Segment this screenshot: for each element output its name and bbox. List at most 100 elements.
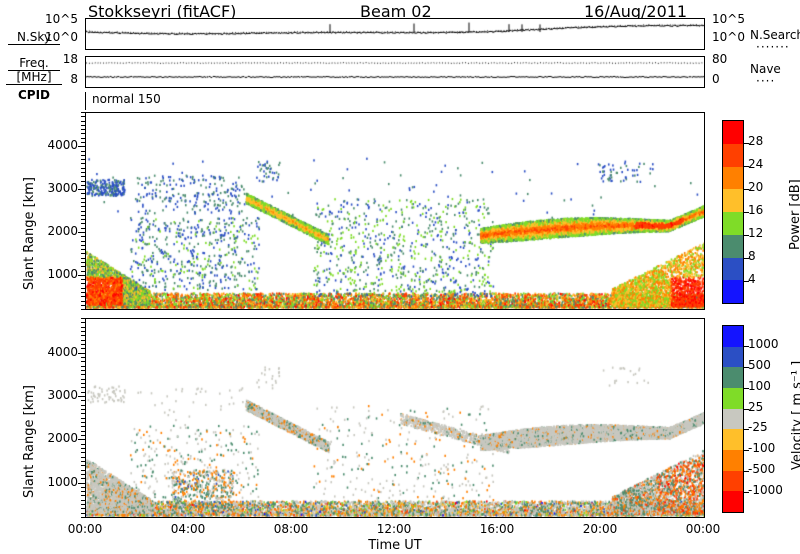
ytick-minor	[81, 408, 86, 410]
nave-line-sample: ····	[756, 74, 776, 88]
ytick-minor	[81, 292, 86, 293]
ytick-minor	[81, 227, 86, 229]
ytick-minor	[81, 322, 86, 324]
cpid-panel	[85, 92, 705, 110]
ytick-minor	[81, 434, 86, 436]
colorbar-tick-mark	[744, 281, 749, 282]
ytick-minor	[81, 421, 86, 423]
colorbar-segment	[723, 257, 743, 281]
ytick-minor	[81, 296, 86, 298]
noise-ytick-top: 10^5	[45, 12, 78, 26]
colorbar-tick-label: 20	[748, 180, 764, 194]
noise-ytick-bottom: 10^0	[45, 30, 78, 44]
colorbar-tick-mark	[744, 166, 749, 167]
ytick-minor	[81, 180, 86, 182]
ytick-minor	[81, 214, 86, 216]
noise-panel	[85, 18, 705, 50]
ytick-minor	[81, 469, 86, 471]
ytick-label: 4000	[47, 344, 78, 359]
colorbar-tick-mark	[744, 492, 749, 494]
ytick-minor	[81, 343, 86, 345]
ytick-minor	[81, 219, 86, 221]
ytick-minor	[81, 369, 86, 371]
ytick-minor	[81, 236, 86, 238]
colorbar-segment	[723, 121, 743, 144]
ytick-label: 2000	[47, 431, 78, 446]
ytick-minor	[81, 491, 86, 493]
ytick-minor	[81, 348, 86, 350]
nave-ytick-bottom-right: 0	[712, 72, 720, 86]
colorbar-segment	[723, 326, 743, 347]
ytick-minor	[81, 146, 86, 148]
ytick-minor	[81, 274, 86, 276]
ytick-minor	[81, 387, 86, 389]
ytick-minor	[81, 352, 86, 354]
colorbar-segment	[723, 491, 743, 512]
ytick-minor	[81, 266, 86, 268]
colorbar-segment	[723, 189, 743, 212]
ytick-minor	[81, 473, 86, 475]
colorbar-tick-label: 28	[748, 134, 764, 148]
colorbar-tick-label: 8	[748, 249, 756, 263]
ytick-minor	[81, 318, 86, 319]
ytick-minor	[81, 116, 86, 118]
ytick-minor	[81, 129, 86, 131]
ytick-minor	[81, 150, 86, 152]
ytick-minor	[81, 374, 86, 376]
power-panel	[85, 112, 705, 310]
colorbar-tick-label: 12	[748, 226, 764, 240]
ytick-minor	[81, 499, 86, 501]
ytick-minor	[81, 283, 86, 285]
velocity-panel	[85, 318, 705, 518]
velocity-colorbar	[722, 325, 744, 513]
ytick-label: 2000	[47, 224, 78, 238]
nave-label: Nave	[750, 62, 781, 76]
ytick-minor	[81, 244, 86, 246]
ytick-minor	[81, 486, 86, 488]
xaxis-label: Time UT	[368, 538, 422, 553]
cpid-label: CPID	[17, 88, 51, 102]
ytick-minor	[81, 240, 86, 242]
colorbar-tick-label: 500	[748, 357, 771, 372]
ytick-minor	[81, 154, 86, 156]
ytick-label: 1000	[47, 266, 78, 281]
ytick-minor	[81, 413, 86, 415]
beam-title: Beam 02	[360, 2, 432, 21]
ytick-minor	[81, 206, 86, 208]
colorbar-segment	[723, 212, 743, 235]
ytick-minor	[81, 197, 86, 199]
ytick-label: 3000	[47, 181, 78, 196]
colorbar-tick-mark	[744, 366, 749, 368]
station-title: Stokkseyri (fitACF)	[88, 2, 237, 21]
ytick-minor	[81, 426, 86, 428]
nsearch-label: N.Search	[750, 28, 800, 42]
ytick-minor	[81, 460, 86, 462]
ytick-label: 3000	[47, 387, 78, 402]
colorbar-tick-label: 16	[748, 203, 764, 217]
ytick-minor	[81, 304, 86, 306]
ytick-minor	[81, 159, 86, 161]
ytick-minor	[81, 452, 86, 454]
colorbar-tick-mark	[744, 189, 749, 190]
velocity-colorbar-title: Velocity [ m s⁻¹ ]	[790, 361, 800, 470]
power-colorbar	[722, 120, 744, 304]
colorbar-segment	[723, 234, 743, 258]
xtick-label: 08:00	[273, 522, 309, 536]
freq-label-line2: [MHz]	[6, 70, 62, 85]
ytick-minor	[81, 443, 86, 445]
ytick-minor	[81, 189, 86, 191]
ytick-minor	[81, 447, 86, 449]
power-colorbar-title: Power [dB]	[788, 179, 800, 250]
ytick-minor	[81, 172, 86, 173]
ytick-minor	[81, 142, 86, 143]
colorbar-tick-label: -1000	[748, 483, 783, 498]
ytick-minor	[81, 495, 86, 497]
ytick-minor	[81, 184, 86, 186]
xtick-label: 00:00	[67, 522, 103, 536]
colorbar-segment	[723, 387, 743, 409]
ytick-minor	[81, 257, 86, 259]
colorbar-tick-mark	[744, 258, 749, 259]
colorbar-tick-mark	[744, 235, 749, 236]
ytick-minor	[81, 223, 86, 225]
ytick-minor	[81, 382, 86, 384]
